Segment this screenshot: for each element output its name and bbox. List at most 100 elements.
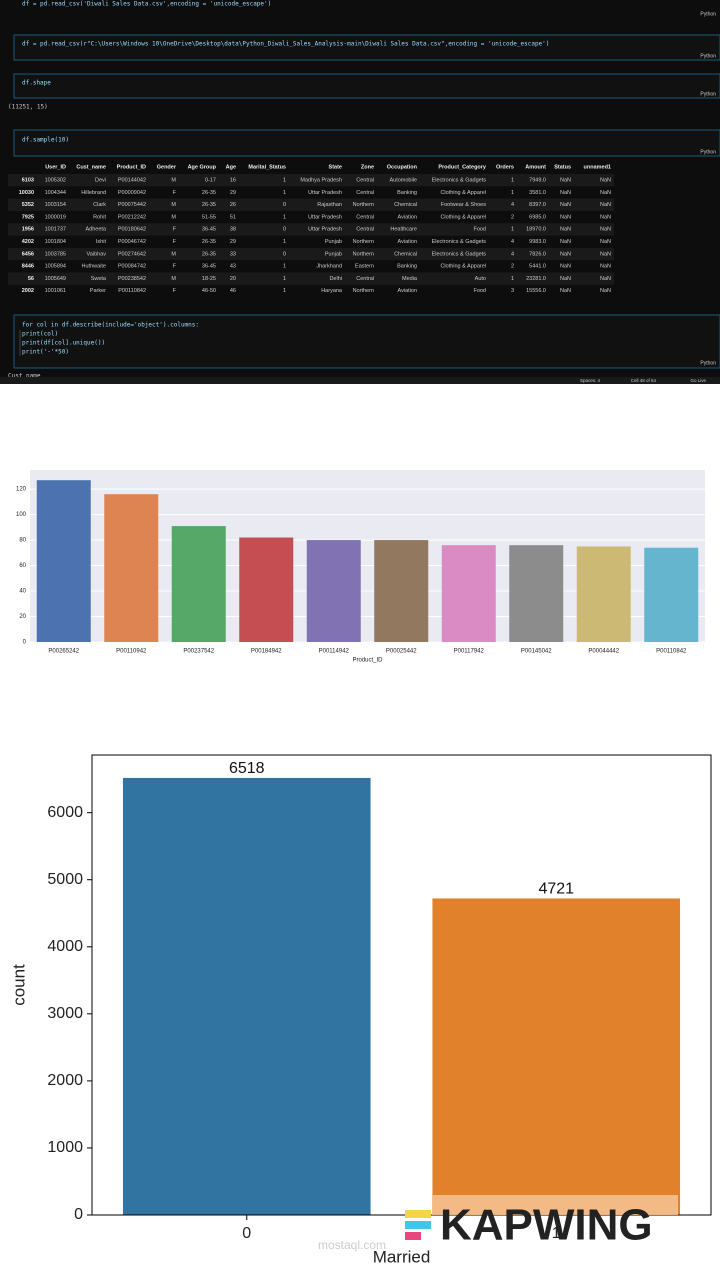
y-tick-label: 0 <box>23 640 27 646</box>
table-cell: 26-35 <box>202 251 216 257</box>
x-tick-label: P00184942 <box>251 649 282 655</box>
table-cell: 6456 <box>22 251 34 257</box>
table-header: Amount <box>525 164 546 170</box>
table-row <box>8 223 614 236</box>
table-cell: 51-55 <box>202 214 216 220</box>
bar <box>576 546 631 642</box>
table-cell: 26-35 <box>202 202 216 208</box>
y-axis-label: count <box>9 964 28 1006</box>
y-tick-label: 100 <box>16 512 27 518</box>
table-cell: M <box>171 214 176 220</box>
table-cell: Sweta <box>91 276 107 282</box>
table-cell: 1 <box>283 239 286 245</box>
table-cell: M <box>171 177 176 183</box>
table-cell: 29 <box>230 239 236 245</box>
code-line: print(df[col].unique()) <box>22 340 105 347</box>
table-cell: 1 <box>283 177 286 183</box>
table-header: Orders <box>496 164 514 170</box>
table-cell: Uttar Pradesh <box>308 214 342 220</box>
x-tick-label: P00145042 <box>521 649 552 655</box>
table-cell: NaN <box>560 227 571 233</box>
watermark-site: mostaql.com <box>318 1238 386 1252</box>
table-header: State <box>329 164 342 170</box>
code-cell[interactable] <box>13 129 720 157</box>
table-cell: M <box>171 202 176 208</box>
x-tick-label: P00114942 <box>319 649 350 655</box>
bar <box>171 526 226 642</box>
table-cell: Electronics & Gadgets <box>432 177 487 183</box>
table-cell: 1005302 <box>45 177 66 183</box>
table-cell: P00180642 <box>118 227 146 233</box>
table-cell: 1 <box>283 190 286 196</box>
table-header: User_ID <box>45 164 66 170</box>
status-item: Go Live <box>690 378 706 383</box>
table-cell: 43 <box>230 264 236 270</box>
table-cell: 1 <box>283 288 286 294</box>
table-cell: 46 <box>230 288 236 294</box>
table-cell: Clark <box>93 202 106 208</box>
y-tick-label: 60 <box>19 563 26 569</box>
table-cell: Banking <box>397 264 417 270</box>
x-axis-label: Product_ID <box>352 658 383 664</box>
bar <box>104 494 159 642</box>
table-cell: 1004344 <box>45 190 66 196</box>
x-tick-label: P00044442 <box>588 649 619 655</box>
table-cell: 18-25 <box>202 276 216 282</box>
y-tick-label: 1000 <box>47 1139 83 1156</box>
x-tick-label: 1 <box>552 1225 561 1242</box>
x-tick-label: 0 <box>242 1225 251 1242</box>
table-cell: 10030 <box>19 190 34 196</box>
table-cell: 38 <box>230 227 236 233</box>
table-header: Zone <box>361 164 374 170</box>
code-line: print('-'*50) <box>22 349 69 356</box>
table-cell: Rajasthan <box>317 202 342 208</box>
table-cell: Northern <box>353 202 374 208</box>
table-cell: 29 <box>230 190 236 196</box>
table-cell: 1001804 <box>45 239 66 245</box>
x-tick-label: P00110842 <box>656 649 687 655</box>
table-cell: NaN <box>600 264 611 270</box>
table-row <box>8 272 614 285</box>
table-cell: Clothing & Apparel <box>440 190 486 196</box>
table-cell: F <box>173 227 177 233</box>
table-cell: 0 <box>283 202 286 208</box>
code-line: df = pd.read_csv('Diwali Sales Data.csv'… <box>22 1 271 8</box>
table-cell: Haryana <box>321 288 343 294</box>
table-cell: 6985.0 <box>529 214 546 220</box>
table-cell: 0 <box>283 251 286 257</box>
table-cell: 26-35 <box>202 239 216 245</box>
table-cell: 1 <box>511 227 514 233</box>
table-cell: NaN <box>600 202 611 208</box>
data-label: 6518 <box>229 760 265 777</box>
table-cell: Adheeta <box>86 227 107 233</box>
cell-output: (11251, 15) <box>8 104 48 111</box>
logo-bar <box>405 1221 431 1229</box>
table-cell: Electronics & Gadgets <box>432 251 487 257</box>
code-cell[interactable] <box>13 73 720 99</box>
table-cell: Hillebrand <box>81 190 106 196</box>
table-cell: 15556.0 <box>526 288 546 294</box>
table-header: Product_Category <box>438 164 487 170</box>
table-cell: 5441.0 <box>529 264 546 270</box>
table-cell: 4 <box>511 202 514 208</box>
table-cell: 4202 <box>22 239 34 245</box>
code-cell[interactable] <box>13 34 720 61</box>
plot-frame <box>91 754 712 1216</box>
table-cell: Banking <box>397 190 417 196</box>
table-cell: P00238542 <box>118 276 146 282</box>
table-cell: 1956 <box>22 227 34 233</box>
x-axis-label: Married <box>373 1247 431 1266</box>
table-cell: 56 <box>28 276 34 282</box>
code-cell[interactable] <box>13 314 720 369</box>
table-cell: 20 <box>230 276 236 282</box>
code-line: df.sample(10) <box>22 137 69 144</box>
table-cell: Clothing & Apparel <box>440 214 486 220</box>
table-cell: 8446 <box>22 264 34 270</box>
y-tick-label: 3000 <box>47 1005 83 1022</box>
watermark-overlay <box>432 1195 678 1215</box>
table-cell: 8397.0 <box>529 202 546 208</box>
table-cell: 0 <box>283 227 286 233</box>
logo-bar <box>405 1210 431 1218</box>
bar <box>374 540 429 642</box>
table-cell: 0-17 <box>205 177 216 183</box>
